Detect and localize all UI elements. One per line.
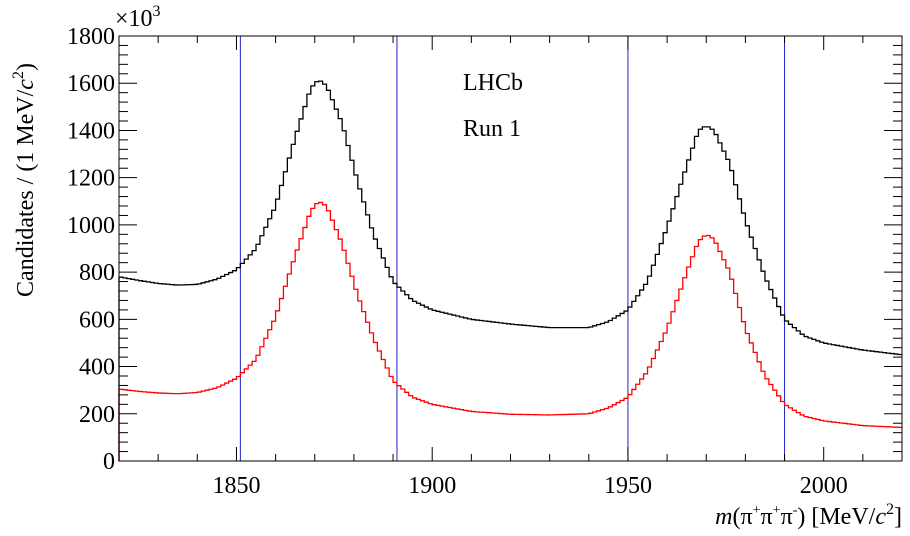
y-axis-title: Candidates / (1 MeV/c2)	[10, 63, 39, 297]
annotation-lhcb: LHCb	[463, 70, 523, 96]
x-tick-label: 2000	[800, 473, 848, 499]
y-tick-label: 1000	[67, 213, 115, 239]
y-tick-label: 600	[79, 307, 115, 333]
histogram-series-0	[118, 80, 902, 461]
x-axis-title: m(π+π+π-) [MeV/c2]	[715, 501, 902, 530]
x-tick-label: 1850	[212, 473, 260, 499]
y-tick-label: 1600	[67, 71, 115, 97]
histogram-series-1	[118, 201, 902, 461]
y-tick-label: 400	[79, 355, 115, 381]
y-tick-label: 1800	[67, 24, 115, 50]
plot-area: 1850 1900 1950 2000 0 200 400 600 800 1000 1200 140…	[67, 24, 903, 499]
y-axis-multiplier: ×103	[115, 3, 161, 32]
y-tick-label: 0	[103, 449, 115, 475]
y-tick-label: 800	[79, 260, 115, 286]
x-tick-label: 1950	[604, 473, 652, 499]
y-tick-label: 1200	[67, 166, 115, 192]
y-tick-label: 200	[79, 402, 115, 428]
annotation-run: Run 1	[463, 116, 521, 142]
y-tick-label: 1400	[67, 118, 115, 144]
x-tick-label: 1900	[408, 473, 456, 499]
